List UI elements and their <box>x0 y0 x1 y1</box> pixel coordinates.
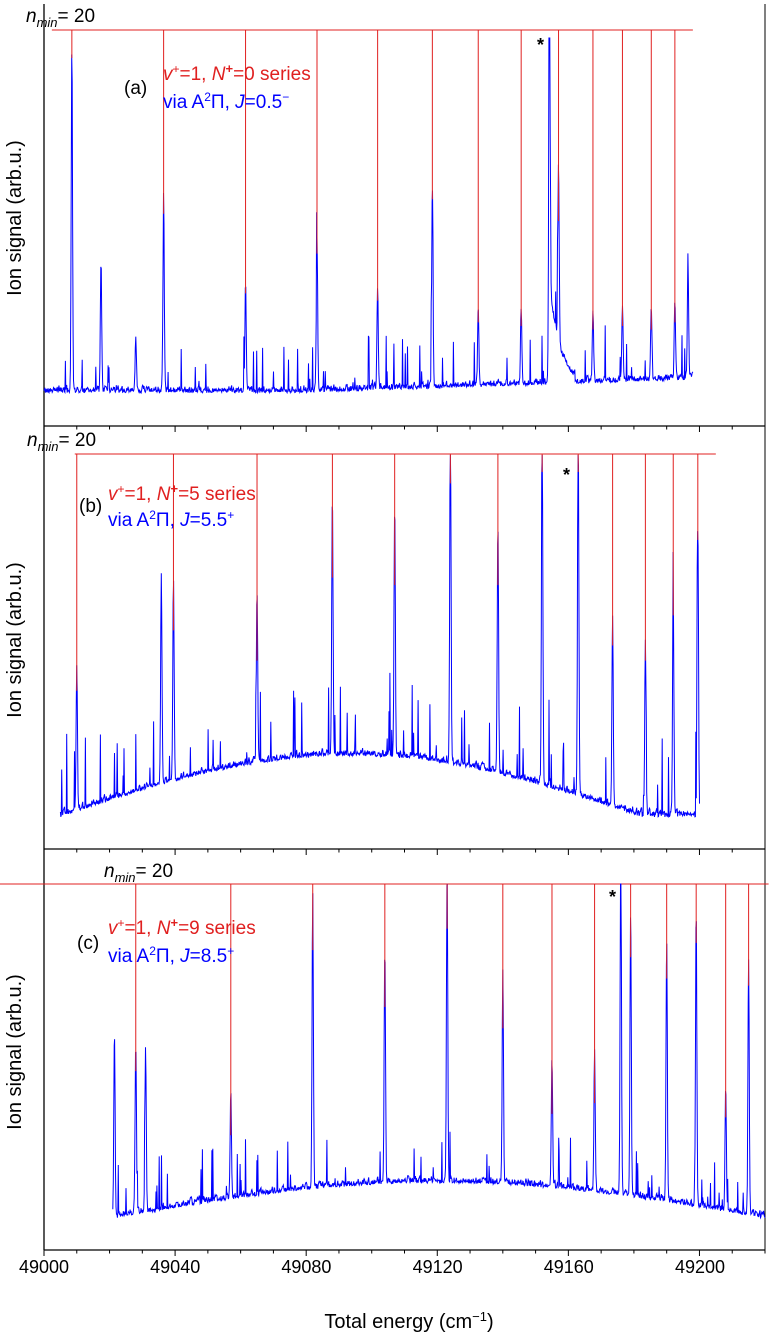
asterisk-marker: * <box>609 887 616 907</box>
x-tick-label: 49080 <box>281 1257 331 1277</box>
panel-a-text: nmin= 20 (a) v+=1, N+=0 series via A2Π, … <box>26 6 544 113</box>
via-label: via A2Π, J=8.5+ <box>108 944 234 967</box>
panel-label: (c) <box>77 933 99 954</box>
panel-label: (b) <box>79 496 102 517</box>
panels-layer <box>0 4 769 1256</box>
y-axis-title-b: Ion signal (arb.u.) <box>4 562 26 718</box>
x-tick-labels: 49000 49040 49080 49120 49160 49200 <box>19 1257 725 1277</box>
panel-b-text: nmin= 20 (b) v+=1, N+=5 series via A2Π, … <box>27 430 570 531</box>
spectrum-line <box>112 883 766 1220</box>
asterisk-marker: * <box>563 465 570 485</box>
spectrum-line <box>43 37 694 395</box>
asterisk-marker: * <box>537 35 544 55</box>
series-label: v+=1, N+=5 series <box>108 481 256 505</box>
via-label: via A2Π, J=5.5+ <box>108 508 234 531</box>
x-tick-label: 49040 <box>150 1257 200 1277</box>
panel-label: (a) <box>124 78 147 99</box>
x-tick-label: 49000 <box>19 1257 69 1277</box>
nmin-label: nmin= 20 <box>26 6 95 30</box>
series-label: v+=1, N+=9 series <box>108 915 256 939</box>
panel-b <box>43 426 766 855</box>
y-axis-title-a: Ion signal (arb.u.) <box>4 140 26 296</box>
x-tick-label: 49120 <box>413 1257 463 1277</box>
panel-a <box>43 4 766 432</box>
x-axis-title: Total energy (cm−1) <box>324 1309 493 1333</box>
series-label: v+=1, N+=0 series <box>163 61 311 85</box>
spectrum-line <box>59 454 700 818</box>
via-label: via A2Π, J=0.5− <box>163 90 289 113</box>
x-tick-label: 49160 <box>544 1257 594 1277</box>
panel-c-text: nmin= 20 (c) v+=1, N+=9 series via A2Π, … <box>77 861 616 967</box>
panel-c <box>0 849 769 1256</box>
nmin-label: nmin= 20 <box>27 430 96 454</box>
y-axis-title-c: Ion signal (arb.u.) <box>4 974 26 1130</box>
nmin-label: nmin= 20 <box>104 861 173 885</box>
x-tick-label: 49200 <box>675 1257 725 1277</box>
